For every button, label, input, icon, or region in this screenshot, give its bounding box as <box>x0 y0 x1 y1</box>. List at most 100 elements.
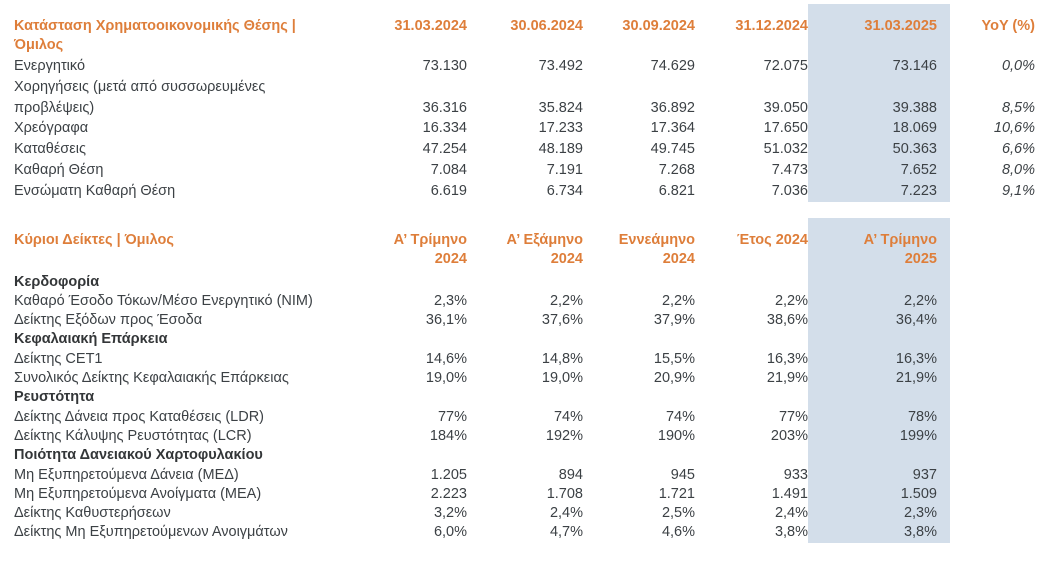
cell-value: 36.892 <box>650 99 695 116</box>
row-label: Συνολικός Δείκτης Κεφαλαιακής Επάρκειας <box>14 370 289 387</box>
cell-value-highlighted: 16,3% <box>808 349 950 370</box>
table-row: Μη Εξυπηρετούμενα Ανοίγματα (ΜΕΑ) 2.223 … <box>14 484 1047 505</box>
table-row: Δείκτης Δάνεια προς Καταθέσεις (LDR) 77%… <box>14 407 1047 427</box>
cell-value-highlighted: 937 <box>808 465 950 485</box>
section-header: Κερδοφορία <box>14 273 100 290</box>
table-row: Δείκτης Εξόδων προς Έσοδα 36,1% 37,6% 37… <box>14 311 1047 331</box>
cell-value: 2,2% <box>549 292 583 309</box>
cell-value-highlighted: 50.363 <box>808 139 950 160</box>
column-header: 31.12.2024 <box>735 18 808 34</box>
table-row: Δείκτης Καθυστερήσεων 3,2% 2,4% 2,5% 2,4… <box>14 504 1047 524</box>
cell-value: 2,3% <box>433 292 467 309</box>
cell-value: 16,3% <box>766 350 808 367</box>
cell-value: 4,6% <box>661 524 695 541</box>
table-row: Συνολικός Δείκτης Κεφαλαιακής Επάρκειας … <box>14 369 1047 389</box>
section-row: Κεφαλαιακή Επάρκεια <box>14 330 1047 350</box>
cell-value: 203% <box>770 427 808 444</box>
table-header-row: Κύριοι Δείκτες | Όμιλος Α’ Τρίμηνο 2024 … <box>14 217 1047 273</box>
cell-value: 6.821 <box>658 182 695 199</box>
row-label: Καθαρό Έσοδο Τόκων/Μέσο Ενεργητικό (NIM) <box>14 292 313 309</box>
table-row: Καθαρή Θέση 7.084 7.191 7.268 7.473 7.65… <box>14 159 1047 181</box>
table-row: Δείκτης Κάλυψης Ρευστότητας (LCR) 184% 1… <box>14 426 1047 447</box>
cell-yoy: 0,0% <box>1001 58 1035 74</box>
cell-value: 16.334 <box>422 120 467 137</box>
cell-value: 20,9% <box>653 370 695 387</box>
section-header: Κεφαλαιακή Επάρκεια <box>14 331 168 348</box>
column-header: Εννεάμηνο 2024 <box>618 231 695 268</box>
cell-empty-highlighted <box>808 388 950 408</box>
table-header-row: Κατάσταση Χρηματοοικονομικής Θέσης | Όμι… <box>14 4 1047 56</box>
table1-title: Κατάσταση Χρηματοοικονομικής Θέσης | Όμι… <box>14 18 296 53</box>
cell-value: 17.650 <box>763 120 808 137</box>
row-label: Καταθέσεις <box>14 141 86 158</box>
cell-value: 39.050 <box>763 99 808 116</box>
cell-value: 36.316 <box>422 99 467 116</box>
cell-value: 14,8% <box>541 350 583 367</box>
cell-value: 74.629 <box>650 58 695 74</box>
cell-value: 19,0% <box>425 370 467 387</box>
table-row: Μη Εξυπηρετούμενα Δάνεια (ΜΕΔ) 1.205 894… <box>14 465 1047 485</box>
row-label: Δείκτης Καθυστερήσεων <box>14 505 171 522</box>
financial-position-table: Κατάσταση Χρηματοοικονομικής Θέσης | Όμι… <box>14 4 1047 202</box>
cell-value-highlighted: 7.223 <box>808 180 950 202</box>
cell-value: 35.824 <box>538 99 583 116</box>
cell-value: 72.075 <box>763 58 808 74</box>
column-header: 30.06.2024 <box>510 18 583 34</box>
cell-value: 21,9% <box>766 370 808 387</box>
cell-value: 19,0% <box>541 370 583 387</box>
cell-value: 894 <box>558 466 583 483</box>
cell-value: 184% <box>429 427 467 444</box>
cell-value: 51.032 <box>763 141 808 158</box>
cell-value: 6,0% <box>433 524 467 541</box>
cell-value: 17.233 <box>538 120 583 137</box>
cell-value-highlighted: 39.388 <box>808 76 950 119</box>
cell-value: 2,2% <box>774 292 808 309</box>
cell-value: 74% <box>553 408 583 425</box>
cell-value-highlighted: 1.509 <box>808 484 950 505</box>
cell-value: 36,1% <box>425 312 467 329</box>
cell-yoy: 9,1% <box>1001 182 1035 199</box>
section-header: Ποιότητα Δανειακού Χαρτοφυλακίου <box>14 447 263 464</box>
cell-value: 38,6% <box>766 312 808 329</box>
cell-yoy: 8,0% <box>1001 161 1035 178</box>
column-header: 30.09.2024 <box>622 18 695 34</box>
section-row: Ποιότητα Δανειακού Χαρτοφυλακίου <box>14 446 1047 466</box>
row-label: Μη Εξυπηρετούμενα Ανοίγματα (ΜΕΑ) <box>14 485 262 502</box>
row-label: Δείκτης Δάνεια προς Καταθέσεις (LDR) <box>14 408 265 425</box>
cell-value: 49.745 <box>650 141 695 158</box>
cell-value: 2,4% <box>549 505 583 522</box>
column-header-yoy: YoY (%) <box>981 18 1035 34</box>
row-label: Δείκτης Κάλυψης Ρευστότητας (LCR) <box>14 427 252 444</box>
cell-value: 7.191 <box>546 161 583 178</box>
section-row: Ρευστότητα <box>14 388 1047 408</box>
cell-value: 6.734 <box>546 182 583 199</box>
cell-value: 7.268 <box>658 161 695 178</box>
cell-value: 4,7% <box>549 524 583 541</box>
cell-value-highlighted: 2,2% <box>808 291 950 312</box>
cell-value-highlighted: 78% <box>808 407 950 427</box>
cell-value: 933 <box>783 466 808 483</box>
row-label: Χρεόγραφα <box>14 120 89 137</box>
row-label: Χορηγήσεις (μετά από συσσωρευμένες προβλ… <box>14 77 349 119</box>
cell-value-highlighted: 73.146 <box>808 56 950 77</box>
column-header-highlighted: 31.03.2025 <box>808 4 950 56</box>
table-row: Καταθέσεις 47.254 48.189 49.745 51.032 5… <box>14 139 1047 160</box>
column-header: Α’ Τρίμηνο 2024 <box>393 231 467 268</box>
cell-value: 3,2% <box>433 505 467 522</box>
cell-yoy: 10,6% <box>993 120 1035 137</box>
cell-value: 37,6% <box>541 312 583 329</box>
cell-yoy: 8,5% <box>1001 99 1035 116</box>
cell-value: 15,5% <box>653 350 695 367</box>
cell-value: 73.130 <box>422 58 467 74</box>
cell-value: 2,5% <box>661 505 695 522</box>
cell-value: 17.364 <box>650 120 695 137</box>
cell-value-highlighted: 199% <box>808 426 950 447</box>
cell-value: 945 <box>670 466 695 483</box>
cell-value: 14,6% <box>425 350 467 367</box>
cell-value: 2,4% <box>774 505 808 522</box>
cell-value: 3,8% <box>774 524 808 541</box>
cell-value: 37,9% <box>653 312 695 329</box>
section-header: Ρευστότητα <box>14 389 95 406</box>
cell-empty-highlighted <box>808 446 950 466</box>
column-header: Έτος 2024 <box>736 231 808 248</box>
